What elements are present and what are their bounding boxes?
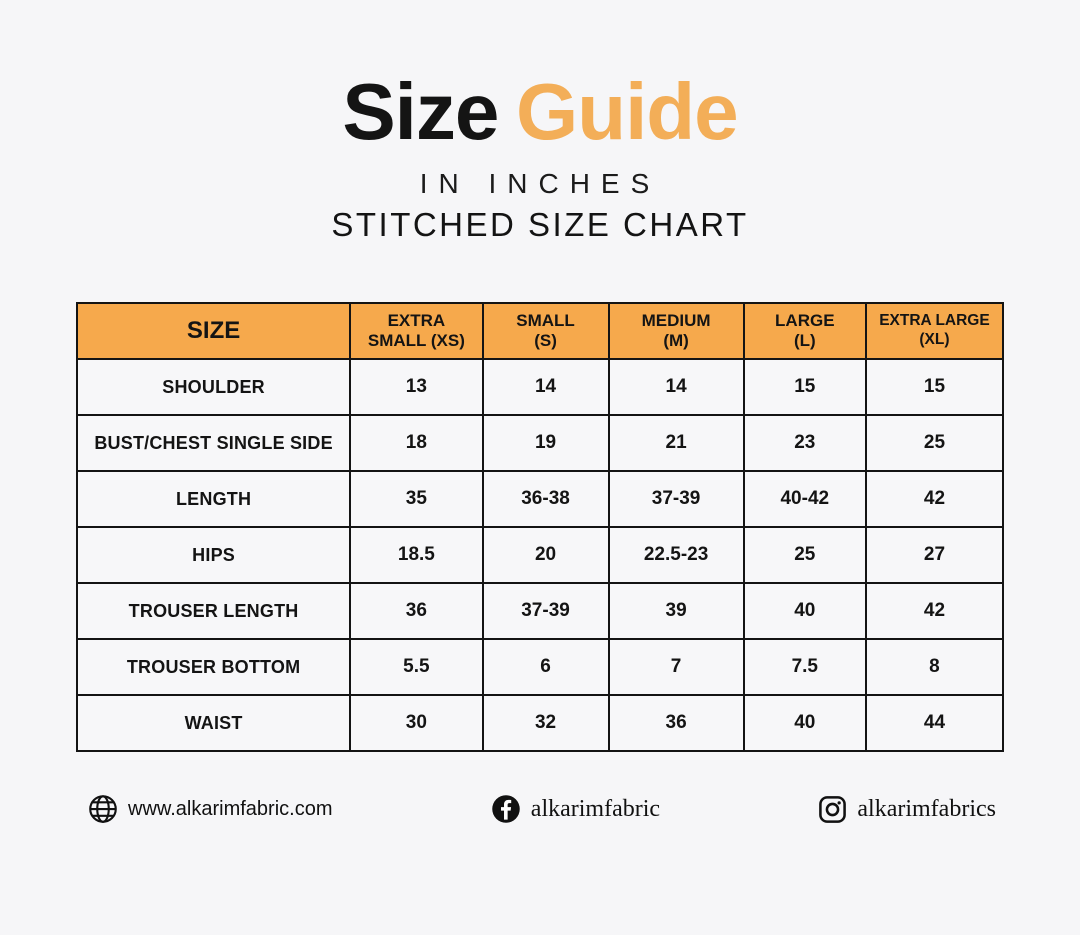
- website-url: www.alkarimfabric.com: [128, 797, 333, 820]
- header-l-line1: LARGE: [775, 310, 835, 330]
- instagram-handle: alkarimfabrics: [857, 795, 996, 822]
- cell-value: 18.5: [349, 526, 484, 584]
- cell-value: 14: [607, 358, 745, 416]
- subtitle-chart-name: STITCHED SIZE CHART: [331, 206, 749, 243]
- size-chart-table: SIZE EXTRA SMALL (XS) SMALL (S) MEDIUM (…: [75, 302, 1005, 752]
- cell-value: 6: [481, 638, 610, 696]
- header-m-line1: MEDIUM: [641, 310, 711, 330]
- table-row-length: LENGTH 35 36-38 37-39 40-42 42: [75, 470, 1005, 528]
- header-xl-line2: (XL): [919, 331, 950, 348]
- footer-facebook: alkarimfabric: [491, 794, 660, 824]
- cell-value: 40: [742, 694, 867, 752]
- row-label: WAIST: [75, 694, 352, 752]
- header-cell-xs: EXTRA SMALL (XS): [349, 302, 484, 360]
- cell-value: 8: [864, 638, 1005, 696]
- page-title: Size Guide: [0, 72, 1080, 152]
- cell-value: 15: [742, 358, 867, 416]
- cell-value: 7.5: [742, 638, 867, 696]
- cell-value: 22.5-23: [607, 526, 745, 584]
- cell-value: 37-39: [481, 582, 610, 640]
- cell-value: 25: [864, 414, 1005, 472]
- header-cell-xl: EXTRA LARGE (XL): [864, 302, 1005, 360]
- cell-value: 36: [607, 694, 745, 752]
- title-word-guide: Guide: [515, 67, 739, 156]
- row-label: LENGTH: [75, 470, 352, 528]
- table-header-row: SIZE EXTRA SMALL (XS) SMALL (S) MEDIUM (…: [75, 302, 1005, 360]
- header-xs-line1: EXTRA: [387, 310, 446, 330]
- header-cell-m: MEDIUM (M): [607, 302, 745, 360]
- cell-value: 21: [607, 414, 745, 472]
- header-s-line1: SMALL: [516, 310, 575, 330]
- facebook-icon: [491, 794, 521, 824]
- title-word-size: Size: [342, 67, 499, 156]
- cell-value: 14: [481, 358, 610, 416]
- cell-value: 25: [742, 526, 867, 584]
- header: Size Guide IN INCHES STITCHED SIZE CHART: [0, 0, 1080, 244]
- row-label: BUST/CHEST SINGLE SIDE: [75, 414, 352, 472]
- cell-value: 27: [864, 526, 1005, 584]
- cell-value: 23: [742, 414, 867, 472]
- footer-website: www.alkarimfabric.com: [88, 794, 332, 824]
- cell-value: 42: [864, 582, 1005, 640]
- table-row-trouser-bottom: TROUSER BOTTOM 5.5 6 7 7.5 8: [75, 638, 1005, 696]
- cell-value: 36: [349, 582, 484, 640]
- cell-value: 40-42: [742, 470, 867, 528]
- table-row-waist: WAIST 30 32 36 40 44: [75, 694, 1005, 752]
- footer: www.alkarimfabric.com alkarimfabric alka…: [0, 794, 1080, 824]
- cell-value: 7: [607, 638, 745, 696]
- cell-value: 13: [349, 358, 484, 416]
- header-cell-l: LARGE (L): [742, 302, 867, 360]
- cell-value: 15: [864, 358, 1005, 416]
- header-xl-line1: EXTRA LARGE: [879, 312, 990, 330]
- header-cell-size: SIZE: [75, 302, 352, 360]
- cell-value: 40: [742, 582, 867, 640]
- cell-value: 39: [607, 582, 745, 640]
- subtitle-units: IN INCHES: [419, 168, 661, 199]
- cell-value: 44: [864, 694, 1005, 752]
- cell-value: 35: [349, 470, 484, 528]
- cell-value: 19: [481, 414, 610, 472]
- facebook-handle: alkarimfabric: [530, 795, 661, 822]
- cell-value: 32: [481, 694, 610, 752]
- cell-value: 36-38: [481, 470, 610, 528]
- table-row-trouser-length: TROUSER LENGTH 36 37-39 39 40 42: [75, 582, 1005, 640]
- cell-value: 18: [349, 414, 484, 472]
- instagram-icon: [818, 795, 847, 824]
- header-s-line2: (S): [534, 331, 557, 350]
- footer-instagram: alkarimfabrics: [818, 795, 996, 824]
- header-l-line2: (L): [793, 331, 816, 350]
- cell-value: 42: [864, 470, 1005, 528]
- cell-value: 30: [349, 694, 484, 752]
- globe-icon: [88, 794, 118, 824]
- table-row-bust: BUST/CHEST SINGLE SIDE 18 19 21 23 25: [75, 414, 1005, 472]
- header-xs-line2: SMALL (XS): [367, 331, 465, 350]
- table-row-hips: HIPS 18.5 20 22.5-23 25 27: [75, 526, 1005, 584]
- cell-value: 5.5: [349, 638, 484, 696]
- row-label: TROUSER LENGTH: [75, 582, 352, 640]
- row-label: TROUSER BOTTOM: [75, 638, 352, 696]
- header-cell-s: SMALL (S): [481, 302, 610, 360]
- cell-value: 37-39: [607, 470, 745, 528]
- cell-value: 20: [481, 526, 610, 584]
- table-row-shoulder: SHOULDER 13 14 14 15 15: [75, 358, 1005, 416]
- row-label: SHOULDER: [75, 358, 352, 416]
- header-m-line2: (M): [663, 331, 689, 350]
- row-label: HIPS: [75, 526, 352, 584]
